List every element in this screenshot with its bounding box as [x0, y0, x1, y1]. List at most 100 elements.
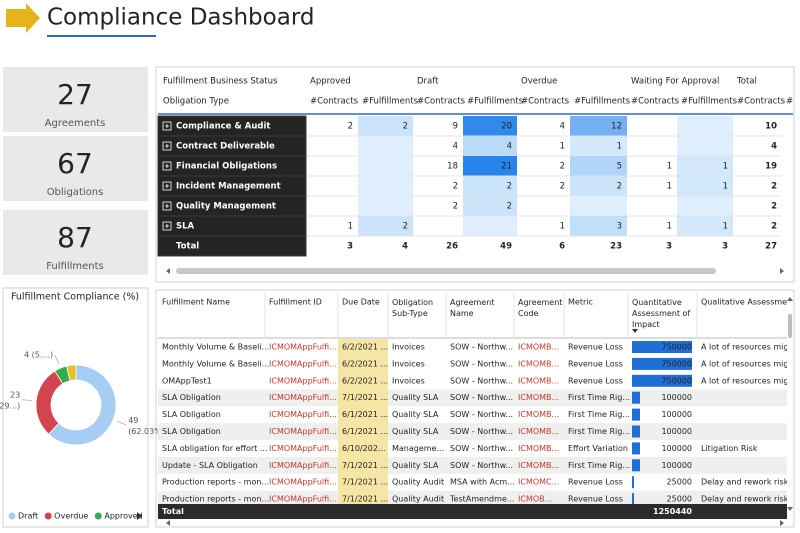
cell-text: A lot of resources might	[701, 343, 797, 352]
row-label[interactable]: Contract Deliverable	[176, 142, 275, 152]
matrix-row-header: Obligation Type	[163, 97, 229, 107]
impact-value: 100000	[661, 444, 692, 453]
cell-value: 2	[507, 182, 512, 192]
cell-text[interactable]: ICMOMAppFulfi...	[269, 461, 337, 470]
matrix-measure: #Contracts	[310, 97, 359, 107]
row-label: Total	[176, 242, 199, 252]
cell-text: Litigation Risk	[701, 444, 758, 453]
cell-value: 2	[617, 182, 622, 192]
row-label[interactable]: SLA	[176, 222, 195, 232]
cell-text: ICMOMB...	[518, 461, 559, 470]
column-header[interactable]: Qualitative Assessment	[701, 298, 795, 307]
chart-title: Fulfillment Compliance (%)	[11, 292, 139, 303]
column-header[interactable]: Fulfillment Name	[162, 298, 230, 307]
impact-bar	[632, 409, 640, 421]
cell-text: Revenue Loss	[568, 359, 623, 368]
cell-text[interactable]: ICMOMAppFulfi...	[269, 393, 337, 402]
impact-value: 100000	[661, 427, 692, 436]
legend-label[interactable]: Overdue	[54, 512, 88, 521]
cell-value: 1	[723, 222, 728, 232]
cell-value: 2	[453, 202, 458, 212]
row-label[interactable]: Quality Management	[176, 202, 276, 212]
cell-value: 3	[666, 242, 672, 252]
data-label: 4 (5....)	[24, 351, 53, 360]
cell-text: 6/10/202...	[342, 444, 386, 453]
cell-text[interactable]: ICMOMAppFulfi...	[269, 343, 337, 352]
row-label[interactable]: Incident Management	[176, 182, 281, 192]
matrix-measure: #Fulfillments	[467, 97, 524, 107]
cell-text[interactable]: ICMOMAppFulfi...	[269, 376, 337, 385]
cell-text: 6/2/2021 ...	[342, 343, 388, 352]
cell-value: 1	[348, 222, 353, 232]
data-cell	[463, 216, 517, 236]
cell-text: Delay and rework risk	[701, 478, 789, 487]
legend-swatch	[95, 513, 102, 520]
matrix-corner: Fulfillment Business Status	[163, 77, 278, 87]
row-label[interactable]: Compliance & Audit	[176, 122, 270, 132]
data-cell	[677, 136, 733, 156]
v-scrollbar[interactable]	[788, 314, 792, 338]
cell-text: Revenue Loss	[568, 343, 623, 352]
cell-text: Delay and rework risk	[701, 495, 789, 504]
cell-value: 3	[617, 222, 622, 232]
h-scrollbar[interactable]	[176, 268, 716, 274]
cell-text: First Time Rig...	[568, 393, 630, 402]
matrix-measure: #Contracts	[737, 97, 786, 107]
column-header[interactable]: Metric	[568, 298, 593, 307]
cell-value: 26	[446, 242, 458, 252]
matrix-group: Waiting For Approval	[631, 77, 719, 87]
cell-text: ICMOMB...	[518, 343, 559, 352]
cell-text: Revenue Loss	[568, 495, 623, 504]
impact-value: 25000	[667, 478, 692, 487]
cell-text[interactable]: ICMOMAppFulfi...	[269, 359, 337, 368]
cell-text: First Time Rig...	[568, 427, 630, 436]
column-header[interactable]: Fulfillment ID	[269, 298, 322, 307]
matrix-measure: #F	[786, 97, 798, 107]
impact-bar	[632, 392, 640, 404]
cell-text: Revenue Loss	[568, 376, 623, 385]
cell-text: SOW - Northw...	[450, 461, 513, 470]
impact-value: 750000	[661, 359, 692, 368]
kpi-value: 27	[57, 78, 93, 111]
cell-value: 1	[617, 142, 622, 152]
cell-text: SLA Obligation	[162, 427, 221, 436]
data-cell	[677, 196, 733, 216]
cell-text: First Time Rig...	[568, 410, 630, 419]
cell-text: SOW - Northw...	[450, 376, 513, 385]
data-cell	[358, 156, 413, 176]
impact-bar	[632, 459, 640, 471]
cell-text: 6/1/2021 ...	[342, 427, 388, 436]
cell-text: SOW - Northw...	[450, 444, 513, 453]
cell-value: 4	[453, 142, 458, 152]
cell-value: 27	[765, 242, 777, 252]
data-cell	[358, 176, 413, 196]
cell-text[interactable]: ICMOMAppFulfi...	[269, 495, 337, 504]
legend-label[interactable]: Draft	[18, 512, 38, 521]
cell-text: ICMOMB...	[518, 359, 559, 368]
cell-value: 4	[560, 122, 565, 132]
cell-value: 21	[501, 162, 512, 172]
total-row	[158, 504, 787, 519]
cell-text: TestAmendme...	[449, 495, 514, 504]
cell-value: 10	[765, 122, 777, 132]
cell-text: A lot of resources might	[701, 376, 797, 385]
cell-text[interactable]: ICMOMAppFulfi...	[269, 478, 337, 487]
impact-bar	[632, 493, 634, 505]
cell-text[interactable]: ICMOMAppFulfi...	[269, 410, 337, 419]
legend-label[interactable]: Approved	[104, 512, 142, 521]
cell-text: Revenue Loss	[568, 478, 623, 487]
cell-text: Monthly Volume & Baseli...	[162, 359, 269, 368]
cell-text[interactable]: ICMOMAppFulfi...	[269, 427, 337, 436]
cell-text: Production reports - mon...	[162, 478, 269, 487]
cell-value: 2	[403, 222, 408, 232]
cell-text[interactable]: ICMOMAppFulfi...	[269, 444, 337, 453]
column-header[interactable]: Due Date	[342, 298, 380, 307]
cell-text: Production reports - mon...	[162, 495, 269, 504]
row-label[interactable]: Financial Obligations	[176, 162, 277, 172]
impact-bar	[632, 442, 640, 454]
cell-value: 12	[611, 122, 622, 132]
cell-value: 19	[765, 162, 777, 172]
cell-text: Monthly Volume & Baseli...	[162, 343, 269, 352]
cell-value: 2	[560, 162, 565, 172]
cell-value: 20	[501, 122, 512, 132]
